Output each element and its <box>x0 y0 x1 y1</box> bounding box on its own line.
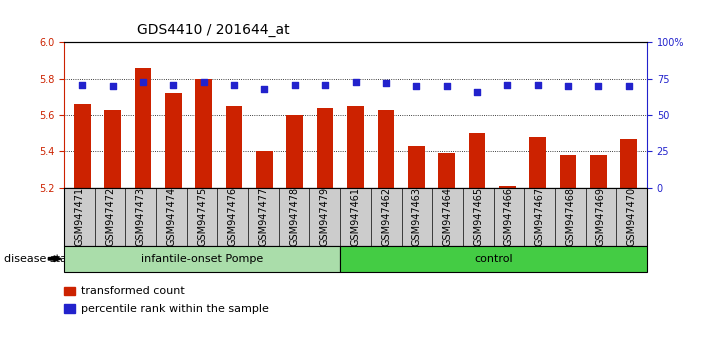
Text: GSM947475: GSM947475 <box>197 187 207 246</box>
Point <box>623 83 634 89</box>
Text: GSM947476: GSM947476 <box>228 187 237 246</box>
Bar <box>621 139 637 188</box>
Text: GSM947479: GSM947479 <box>320 187 330 246</box>
Text: GSM947467: GSM947467 <box>535 187 545 246</box>
Text: GSM947463: GSM947463 <box>412 187 422 246</box>
Point <box>107 83 118 89</box>
Point <box>410 83 422 89</box>
Text: GSM947464: GSM947464 <box>442 187 453 246</box>
Bar <box>287 115 303 188</box>
Bar <box>560 155 577 188</box>
Point <box>562 83 574 89</box>
Point <box>77 82 88 87</box>
Bar <box>347 106 364 188</box>
Point <box>502 82 513 87</box>
Text: GSM947461: GSM947461 <box>351 187 360 246</box>
Bar <box>469 133 486 188</box>
Bar <box>317 108 333 188</box>
Bar <box>530 137 546 188</box>
Point <box>441 83 452 89</box>
Point <box>593 83 604 89</box>
Bar <box>165 93 181 188</box>
Text: GSM947472: GSM947472 <box>105 187 115 246</box>
Bar <box>590 155 606 188</box>
Text: percentile rank within the sample: percentile rank within the sample <box>81 304 269 314</box>
Bar <box>378 110 394 188</box>
Bar <box>105 110 121 188</box>
Point <box>380 80 392 86</box>
Text: GDS4410 / 201644_at: GDS4410 / 201644_at <box>137 23 289 37</box>
Point <box>471 89 483 95</box>
Point <box>350 79 361 85</box>
Point <box>168 82 179 87</box>
Point <box>319 82 331 87</box>
Bar <box>438 153 455 188</box>
Bar <box>74 104 90 188</box>
Text: GSM947471: GSM947471 <box>75 187 85 246</box>
Text: GSM947473: GSM947473 <box>136 187 146 246</box>
Point <box>289 82 301 87</box>
Bar <box>134 68 151 188</box>
Bar <box>256 152 273 188</box>
Text: GSM947470: GSM947470 <box>626 187 636 246</box>
Text: GSM947478: GSM947478 <box>289 187 299 246</box>
Text: GSM947468: GSM947468 <box>565 187 575 246</box>
Text: GSM947466: GSM947466 <box>504 187 514 246</box>
Point <box>137 79 149 85</box>
Text: infantile-onset Pompe: infantile-onset Pompe <box>141 254 263 264</box>
Bar <box>225 106 242 188</box>
Text: GSM947469: GSM947469 <box>596 187 606 246</box>
Text: disease state: disease state <box>4 254 77 264</box>
Text: GSM947474: GSM947474 <box>166 187 176 246</box>
Text: transformed count: transformed count <box>81 286 185 296</box>
Bar <box>196 79 212 188</box>
Text: GSM947477: GSM947477 <box>258 187 269 246</box>
Text: GSM947465: GSM947465 <box>474 187 483 246</box>
Point <box>198 79 209 85</box>
Text: GSM947462: GSM947462 <box>381 187 391 246</box>
Point <box>532 82 543 87</box>
Text: control: control <box>474 254 513 264</box>
Bar <box>408 146 424 188</box>
Bar <box>499 186 515 188</box>
Point <box>228 82 240 87</box>
Point <box>259 86 270 92</box>
